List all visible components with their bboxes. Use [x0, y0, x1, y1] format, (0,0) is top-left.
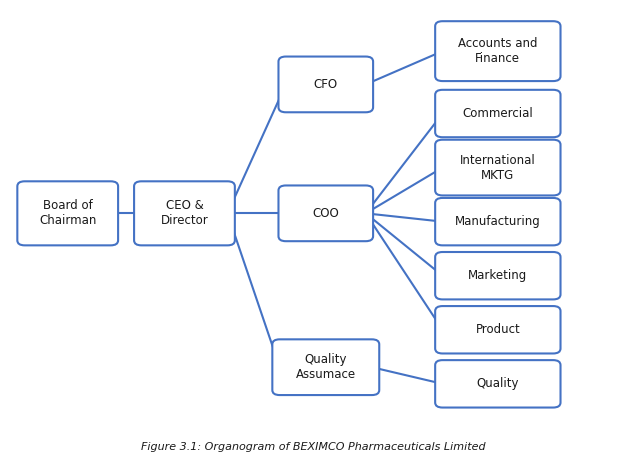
Text: Quality: Quality	[477, 377, 519, 390]
FancyBboxPatch shape	[278, 57, 373, 112]
FancyBboxPatch shape	[272, 340, 379, 395]
FancyBboxPatch shape	[18, 181, 118, 245]
FancyBboxPatch shape	[435, 360, 561, 408]
FancyBboxPatch shape	[435, 140, 561, 196]
Text: Accounts and
Finance: Accounts and Finance	[458, 37, 537, 65]
Text: Manufacturing: Manufacturing	[455, 215, 540, 228]
FancyBboxPatch shape	[435, 252, 561, 299]
Text: CFO: CFO	[314, 78, 338, 91]
FancyBboxPatch shape	[435, 21, 561, 81]
Text: Product: Product	[475, 323, 520, 336]
Text: International
MKTG: International MKTG	[460, 154, 535, 181]
FancyBboxPatch shape	[435, 306, 561, 353]
FancyBboxPatch shape	[278, 186, 373, 241]
FancyBboxPatch shape	[134, 181, 235, 245]
Text: Commercial: Commercial	[463, 107, 533, 120]
FancyBboxPatch shape	[435, 198, 561, 245]
FancyBboxPatch shape	[435, 90, 561, 137]
Text: Board of
Chairman: Board of Chairman	[39, 199, 97, 227]
Text: COO: COO	[312, 207, 339, 220]
Text: Marketing: Marketing	[468, 269, 527, 282]
Text: Quality
Assumace: Quality Assumace	[296, 353, 356, 381]
Text: CEO &
Director: CEO & Director	[161, 199, 208, 227]
Text: Figure 3.1: Organogram of BEXIMCO Pharmaceuticals Limited: Figure 3.1: Organogram of BEXIMCO Pharma…	[141, 442, 486, 452]
